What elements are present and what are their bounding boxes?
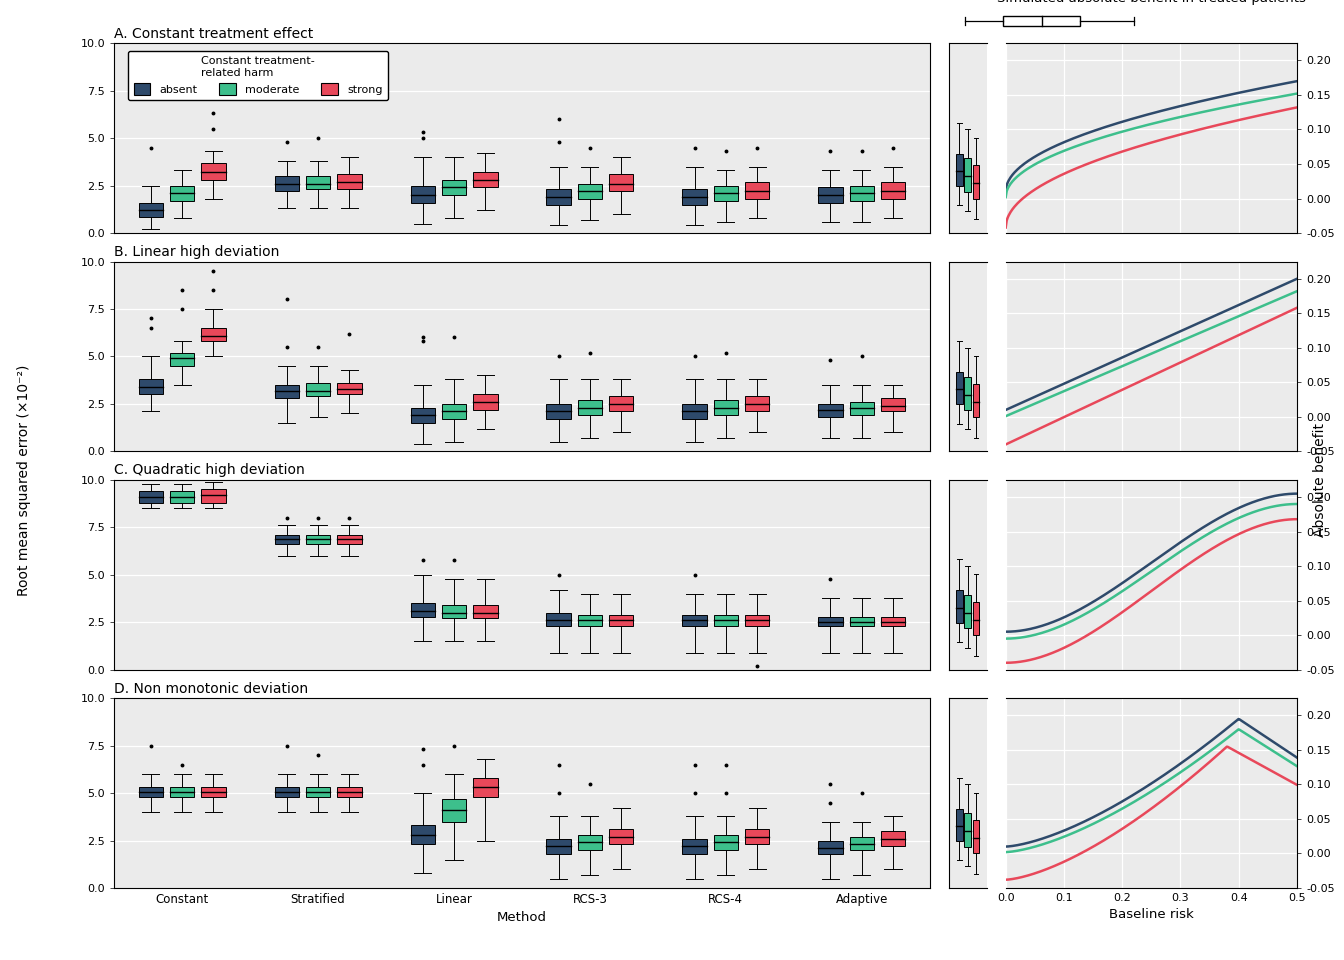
- Bar: [473, 605, 497, 618]
- Text: Root mean squared error (×10⁻²): Root mean squared error (×10⁻²): [17, 364, 31, 596]
- Bar: [442, 404, 466, 420]
- Bar: [683, 839, 707, 853]
- X-axis label: Baseline risk: Baseline risk: [1109, 908, 1193, 922]
- Bar: [138, 787, 163, 797]
- Bar: [410, 826, 435, 845]
- Text: A. Constant treatment effect: A. Constant treatment effect: [114, 27, 313, 40]
- Bar: [1004, 16, 1081, 27]
- Bar: [973, 602, 980, 636]
- Bar: [880, 398, 906, 412]
- Bar: [169, 185, 195, 201]
- Legend: absent, moderate, strong: absent, moderate, strong: [128, 51, 388, 101]
- Bar: [880, 831, 906, 846]
- Bar: [202, 787, 226, 797]
- Bar: [169, 787, 195, 797]
- Bar: [818, 616, 843, 626]
- Bar: [274, 535, 300, 544]
- Bar: [410, 185, 435, 203]
- Bar: [547, 839, 571, 853]
- Bar: [138, 203, 163, 217]
- Bar: [880, 181, 906, 199]
- Bar: [880, 616, 906, 626]
- Bar: [714, 614, 738, 626]
- Bar: [714, 185, 738, 201]
- Bar: [202, 328, 226, 341]
- Bar: [609, 614, 633, 626]
- Bar: [547, 404, 571, 420]
- Bar: [547, 612, 571, 626]
- Bar: [964, 377, 972, 410]
- Bar: [306, 176, 331, 189]
- Bar: [683, 404, 707, 420]
- Bar: [274, 176, 300, 191]
- Bar: [714, 400, 738, 416]
- Bar: [442, 180, 466, 195]
- Bar: [745, 614, 769, 626]
- Bar: [410, 408, 435, 423]
- Bar: [473, 172, 497, 187]
- Bar: [818, 187, 843, 203]
- Bar: [337, 787, 362, 797]
- Text: D. Non monotonic deviation: D. Non monotonic deviation: [114, 682, 308, 696]
- Bar: [202, 163, 226, 180]
- Bar: [609, 829, 633, 845]
- Bar: [956, 808, 962, 841]
- Bar: [306, 535, 331, 544]
- Bar: [202, 490, 226, 503]
- Bar: [274, 787, 300, 797]
- Text: B. Linear high deviation: B. Linear high deviation: [114, 245, 280, 259]
- Bar: [973, 821, 980, 853]
- Bar: [578, 400, 602, 416]
- Bar: [818, 841, 843, 853]
- Bar: [473, 395, 497, 410]
- Bar: [578, 835, 602, 850]
- Bar: [410, 603, 435, 616]
- Bar: [442, 605, 466, 618]
- Bar: [683, 614, 707, 626]
- Bar: [609, 396, 633, 412]
- Bar: [745, 181, 769, 199]
- Bar: [609, 174, 633, 191]
- Bar: [337, 535, 362, 544]
- Bar: [473, 778, 497, 797]
- Bar: [964, 595, 972, 628]
- Bar: [138, 492, 163, 503]
- Bar: [337, 383, 362, 395]
- Bar: [683, 189, 707, 204]
- Bar: [964, 158, 972, 192]
- Bar: [306, 383, 331, 396]
- Bar: [306, 787, 331, 797]
- Bar: [745, 829, 769, 845]
- Bar: [956, 372, 962, 404]
- Bar: [973, 384, 980, 417]
- Bar: [547, 189, 571, 204]
- Bar: [956, 154, 962, 186]
- Bar: [973, 165, 980, 199]
- Bar: [337, 174, 362, 189]
- Bar: [169, 352, 195, 366]
- Bar: [849, 837, 874, 850]
- Text: C. Quadratic high deviation: C. Quadratic high deviation: [114, 464, 305, 477]
- Text: Absolute benefit: Absolute benefit: [1313, 423, 1327, 537]
- Bar: [138, 379, 163, 395]
- Bar: [169, 492, 195, 503]
- Bar: [849, 402, 874, 416]
- Bar: [956, 590, 962, 623]
- Bar: [442, 799, 466, 822]
- Bar: [849, 616, 874, 626]
- Title: Simulated absolute benefit in treated patients: Simulated absolute benefit in treated pa…: [997, 0, 1306, 5]
- Bar: [578, 183, 602, 199]
- Bar: [714, 835, 738, 850]
- Bar: [274, 385, 300, 398]
- Bar: [818, 404, 843, 418]
- Bar: [849, 185, 874, 201]
- Bar: [745, 396, 769, 412]
- X-axis label: Method: Method: [497, 911, 547, 924]
- Bar: [964, 813, 972, 847]
- Bar: [578, 614, 602, 626]
